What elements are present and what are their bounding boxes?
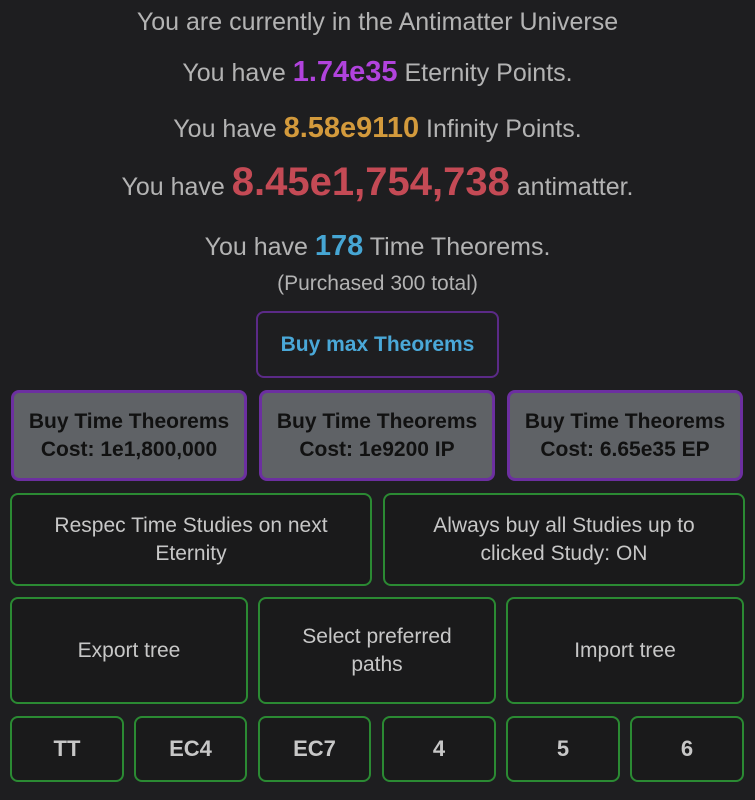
export-tree-button[interactable]: Export tree <box>10 597 248 704</box>
cost: Cost: 6.65e35 EP <box>540 437 710 461</box>
antimatter-line: You have 8.45e1,754,738 antimatter. <box>0 160 755 205</box>
time-theorems-line: You have 178 Time Theorems. <box>0 230 755 263</box>
infinity-points-line: You have 8.58e9110 Infinity Points. <box>0 112 755 145</box>
suffix: Eternity Points. <box>404 59 573 87</box>
always-buy-toggle[interactable]: Always buy all Studies up to clicked Stu… <box>383 493 745 586</box>
label: Buy Time Theorems <box>28 409 230 433</box>
time-theorems-value: 178 <box>314 230 364 262</box>
prefix: You have <box>173 115 277 143</box>
prefix: You have <box>182 59 286 87</box>
preset-button[interactable]: EC7 <box>258 716 371 782</box>
preset-button[interactable]: TT <box>10 716 124 782</box>
eternity-points-value: 1.74e35 <box>292 56 398 88</box>
preset-button[interactable]: 4 <box>382 716 496 782</box>
infinity-points-value: 8.58e9110 <box>283 112 420 144</box>
buy-max-theorems-button[interactable]: Buy max Theorems <box>256 311 499 378</box>
prefix: You have <box>121 173 225 201</box>
buy-tt-ep-button[interactable]: Buy Time Theorems Cost: 6.65e35 EP <box>507 390 743 481</box>
preset-button[interactable]: 5 <box>506 716 620 782</box>
prefix: You have <box>204 233 308 261</box>
suffix: Time Theorems. <box>369 233 551 261</box>
suffix: Infinity Points. <box>426 115 582 143</box>
buy-tt-ip-button[interactable]: Buy Time Theorems Cost: 1e9200 IP <box>259 390 495 481</box>
purchased-total: (Purchased 300 total) <box>277 272 478 295</box>
preset-button[interactable]: 6 <box>630 716 744 782</box>
buy-tt-antimatter-button[interactable]: Buy Time Theorems Cost: 1e1,800,000 <box>11 390 247 481</box>
respec-button[interactable]: Respec Time Studies on next Eternity <box>10 493 372 586</box>
antimatter-value: 8.45e1,754,738 <box>231 160 510 204</box>
select-preferred-paths-button[interactable]: Select preferred paths <box>258 597 496 704</box>
preset-button[interactable]: EC4 <box>134 716 247 782</box>
import-tree-button[interactable]: Import tree <box>506 597 744 704</box>
eternity-points-line: You have 1.74e35 Eternity Points. <box>0 56 755 89</box>
cost: Cost: 1e9200 IP <box>299 437 455 461</box>
universe-status: You are currently in the Antimatter Univ… <box>136 8 619 36</box>
suffix: antimatter. <box>516 173 634 201</box>
label: Buy Time Theorems <box>276 409 478 433</box>
cost: Cost: 1e1,800,000 <box>40 437 218 461</box>
label: Buy Time Theorems <box>524 409 726 433</box>
